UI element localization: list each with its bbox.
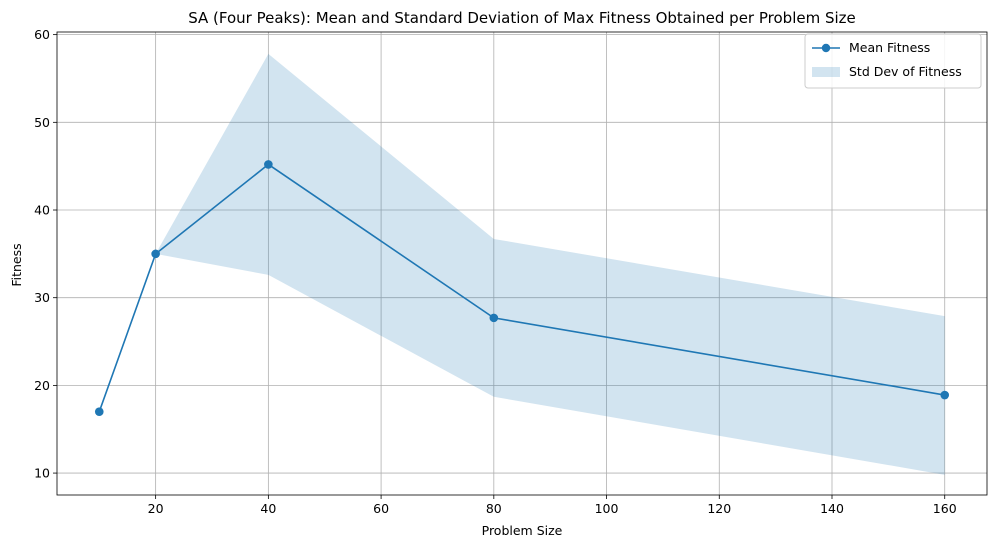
y-tick-label: 10: [34, 466, 50, 481]
legend-label-mean: Mean Fitness: [849, 40, 930, 55]
y-tick-label: 20: [34, 378, 50, 393]
chart-title: SA (Four Peaks): Mean and Standard Devia…: [188, 9, 856, 27]
x-tick-label: 140: [820, 501, 844, 516]
x-tick-label: 120: [707, 501, 731, 516]
x-ticks: 20 40 60 80 100 120 140 160: [148, 495, 957, 516]
mean-fitness-point: [489, 313, 499, 323]
axes-frame: [56, 31, 988, 496]
mean-fitness-point: [264, 160, 273, 169]
y-ticks: 10 20 30 40 50 60: [34, 27, 57, 481]
legend-box: [804, 33, 982, 89]
y-tick-label: 40: [34, 203, 50, 218]
legend-label-std: Std Dev of Fitness: [849, 64, 962, 79]
std-dev-band: [155, 53, 945, 475]
x-tick-label: 20: [148, 501, 164, 516]
y-tick-label: 30: [34, 290, 50, 305]
y-tick-label: 50: [34, 115, 50, 130]
mean-fitness-point: [940, 390, 950, 400]
x-tick-label: 160: [933, 501, 957, 516]
mean-fitness-point: [94, 407, 104, 416]
legend: Mean Fitness Std Dev of Fitness: [804, 33, 982, 89]
y-tick-label: 60: [34, 27, 50, 42]
y-axis-title: Fitness: [9, 243, 24, 286]
grid: [57, 32, 987, 495]
legend-marker-swatch: [821, 43, 831, 53]
series-layer: [94, 160, 950, 416]
x-tick-label: 80: [486, 501, 502, 516]
x-axis-title: Problem Size: [482, 523, 563, 538]
x-tick-label: 100: [595, 501, 619, 516]
mean-fitness-point: [151, 249, 160, 259]
legend-band-swatch: [812, 67, 840, 77]
x-tick-label: 60: [373, 501, 389, 516]
x-tick-label: 40: [260, 501, 276, 516]
